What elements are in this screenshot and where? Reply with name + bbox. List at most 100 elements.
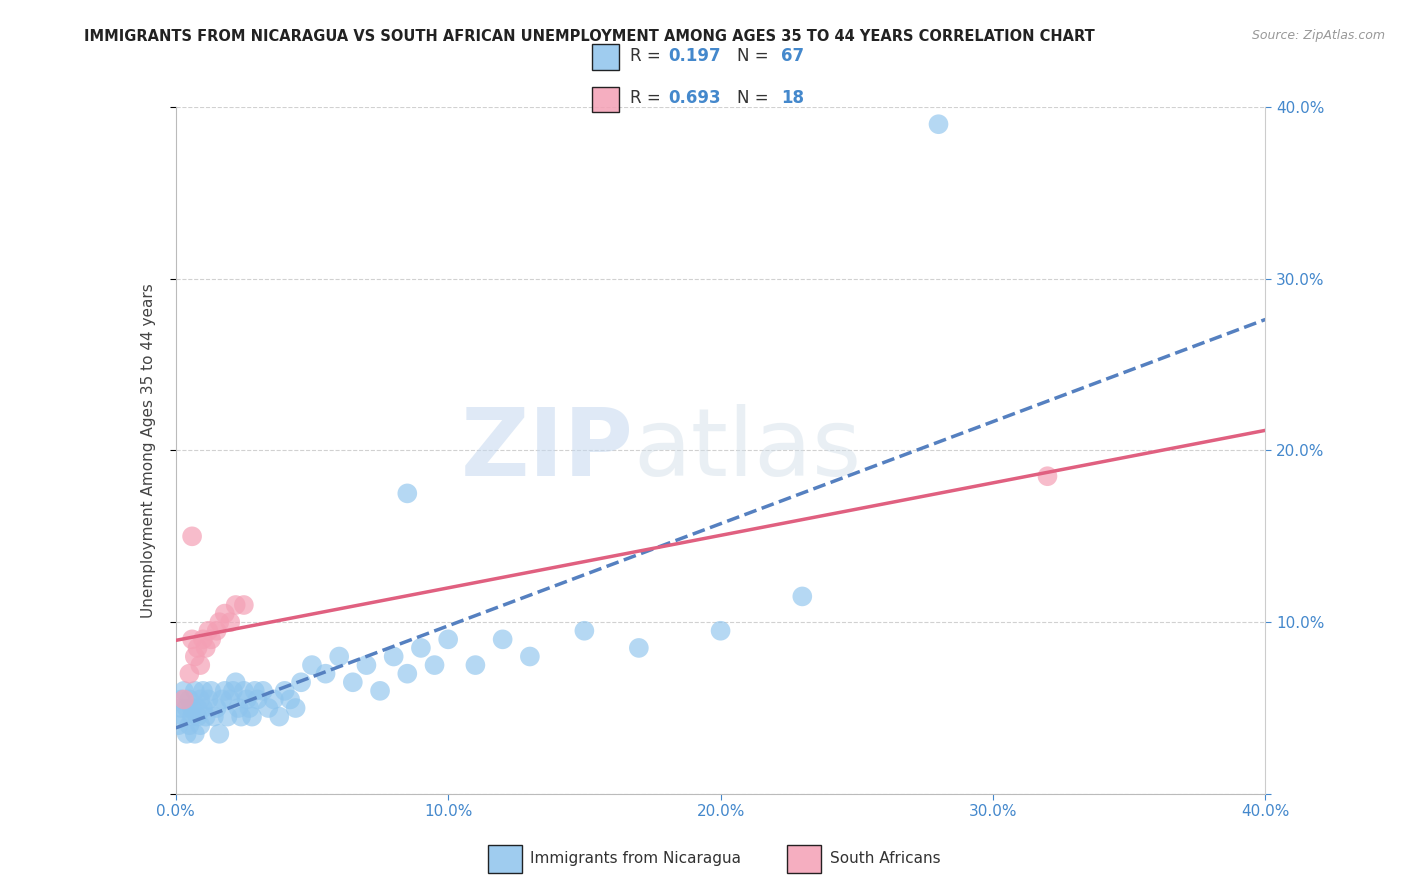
Point (191, 701, 214, 715)
Point (191, 683, 214, 698)
Point (437, 632, 460, 647)
Point (186, 640, 209, 655)
Point (184, 649, 207, 664)
Point (176, 701, 198, 715)
Point (235, 692, 257, 706)
Point (200, 683, 222, 698)
Point (194, 640, 217, 655)
Point (396, 666, 419, 681)
Point (574, 624, 596, 638)
Text: atlas: atlas (633, 404, 862, 497)
Text: N =: N = (737, 47, 773, 65)
FancyBboxPatch shape (592, 87, 619, 112)
Point (252, 683, 274, 698)
Point (214, 607, 236, 621)
Point (246, 692, 269, 706)
FancyBboxPatch shape (488, 846, 522, 872)
Point (186, 709, 209, 723)
Point (170, 701, 193, 715)
Point (257, 701, 280, 715)
Point (492, 632, 515, 647)
Point (263, 692, 285, 706)
Point (173, 692, 195, 706)
Y-axis label: Unemployment Among Ages 35 to 44 years: Unemployment Among Ages 35 to 44 years (142, 283, 156, 618)
Point (243, 683, 266, 698)
Point (214, 683, 236, 698)
Point (167, 718, 190, 732)
Point (181, 632, 204, 647)
Point (181, 529, 204, 543)
Point (396, 486, 419, 500)
Point (179, 692, 201, 706)
Point (188, 692, 211, 706)
Point (423, 658, 446, 673)
Text: South Africans: South Africans (830, 852, 941, 866)
Point (208, 615, 231, 630)
Point (200, 632, 222, 647)
Point (382, 649, 405, 664)
Point (191, 632, 214, 647)
Point (222, 683, 245, 698)
Point (184, 683, 207, 698)
Text: 18: 18 (780, 89, 804, 107)
Point (1036, 469, 1059, 483)
Point (228, 701, 250, 715)
Point (219, 692, 242, 706)
Point (238, 701, 260, 715)
Point (194, 709, 217, 723)
Point (208, 727, 231, 741)
Point (211, 692, 233, 706)
Point (179, 718, 201, 732)
Point (928, 117, 950, 131)
Point (188, 658, 211, 673)
Point (205, 701, 228, 715)
Text: 0.693: 0.693 (668, 89, 721, 107)
Point (173, 709, 195, 723)
Point (356, 658, 378, 673)
Point (188, 718, 211, 732)
Text: IMMIGRANTS FROM NICARAGUA VS SOUTH AFRICAN UNEMPLOYMENT AMONG AGES 35 TO 44 YEAR: IMMIGRANTS FROM NICARAGUA VS SOUTH AFRIC… (84, 29, 1095, 45)
Point (792, 590, 814, 604)
Point (328, 649, 350, 664)
Point (240, 709, 263, 723)
Point (184, 727, 207, 741)
Text: Immigrants from Nicaragua: Immigrants from Nicaragua (530, 852, 741, 866)
Point (315, 666, 337, 681)
Point (176, 727, 198, 741)
Point (225, 598, 247, 612)
Text: ZIP: ZIP (461, 404, 633, 497)
Point (170, 692, 193, 706)
Point (464, 658, 486, 673)
Point (710, 624, 733, 638)
Point (219, 615, 242, 630)
Point (278, 692, 301, 706)
Point (202, 709, 225, 723)
Point (284, 701, 307, 715)
FancyBboxPatch shape (787, 846, 821, 872)
Point (186, 701, 209, 715)
Point (225, 675, 247, 690)
Point (290, 675, 312, 690)
Point (217, 709, 239, 723)
Point (197, 624, 219, 638)
Point (274, 683, 297, 698)
Point (342, 675, 364, 690)
Point (231, 709, 253, 723)
Text: 67: 67 (780, 47, 804, 65)
Text: N =: N = (737, 89, 773, 107)
FancyBboxPatch shape (592, 45, 619, 70)
Point (301, 658, 323, 673)
Point (409, 640, 432, 655)
Point (232, 598, 254, 612)
Point (179, 666, 201, 681)
Point (197, 692, 219, 706)
Point (519, 649, 541, 664)
Text: 0.197: 0.197 (668, 47, 721, 65)
Point (181, 709, 204, 723)
Text: Source: ZipAtlas.com: Source: ZipAtlas.com (1251, 29, 1385, 43)
Text: R =: R = (630, 47, 666, 65)
Point (181, 701, 204, 715)
Point (232, 683, 254, 698)
Point (205, 624, 228, 638)
Point (627, 640, 650, 655)
